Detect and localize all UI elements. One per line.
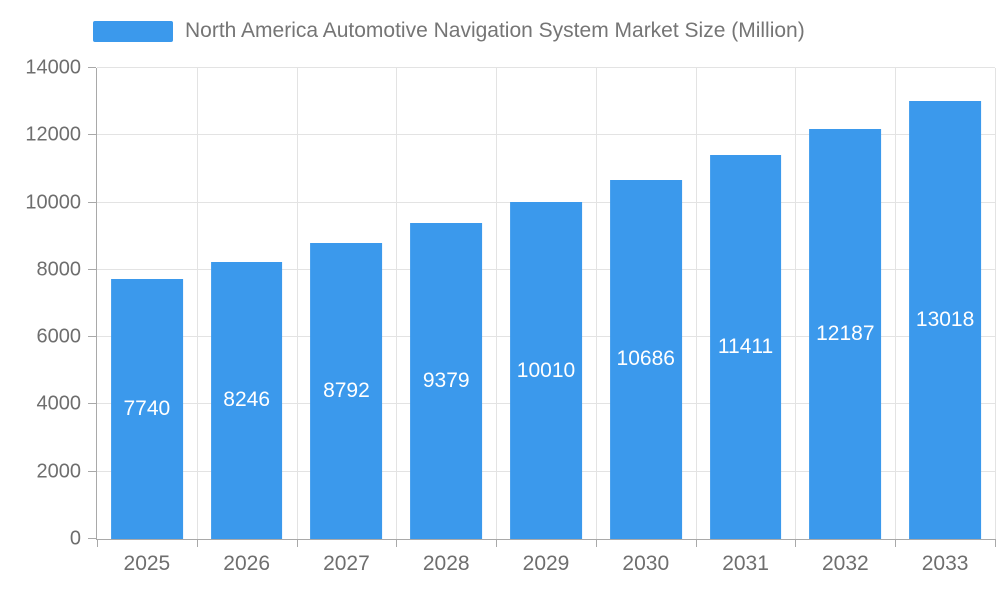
y-axis-tick — [88, 268, 96, 270]
horizontal-gridline — [97, 67, 995, 68]
x-axis-tick — [97, 539, 98, 547]
x-axis-category-label: 2033 — [921, 552, 969, 575]
legend-swatch-icon — [93, 20, 173, 42]
x-axis-category-label: 2026 — [223, 552, 271, 575]
bar-value-label: 8792 — [323, 379, 370, 403]
vertical-gridline — [196, 68, 198, 539]
x-axis-category-label: 2031 — [722, 552, 769, 575]
bar-2033[interactable]: 13018 — [909, 101, 982, 539]
vertical-gridline — [296, 68, 298, 539]
bar-2028[interactable]: 9379 — [410, 223, 483, 539]
legend-label: North America Automotive Navigation Syst… — [185, 19, 805, 42]
vertical-gridline — [396, 68, 398, 539]
x-axis-category-label: 2027 — [323, 552, 370, 575]
x-axis-category-label: 2025 — [123, 552, 171, 575]
y-axis-tick — [88, 403, 96, 405]
y-axis-tick-label: 0 — [69, 527, 81, 550]
x-axis-category-label: 2032 — [821, 552, 869, 575]
bar-2029[interactable]: 10010 — [510, 202, 582, 539]
x-axis-tick — [895, 539, 897, 547]
vertical-gridline — [595, 68, 597, 539]
bar-2030[interactable]: 10686 — [609, 179, 682, 539]
bar-value-label: 8246 — [223, 388, 271, 412]
x-axis-tick — [396, 539, 398, 547]
bar-value-label: 10686 — [616, 347, 675, 371]
y-axis-tick — [88, 336, 96, 338]
y-axis-tick-label: 4000 — [36, 392, 82, 415]
y-axis-tick-label: 14000 — [25, 56, 81, 79]
x-axis-tick — [695, 539, 697, 547]
y-axis-tick-label: 10000 — [25, 191, 81, 214]
horizontal-gridline — [97, 134, 995, 136]
x-axis-category-label: 2028 — [422, 552, 470, 575]
x-axis-line — [96, 539, 995, 540]
plot-area: 0 2000 4000 6000 8000 10000 12000 14000 7740 2025… — [25, 57, 996, 575]
y-axis-tick — [88, 67, 96, 68]
y-axis-tick-label: 6000 — [36, 325, 82, 348]
y-axis-tick-label: 12000 — [25, 123, 81, 146]
bar-value-label: 11411 — [717, 335, 774, 359]
bar-2032[interactable]: 12187 — [809, 129, 882, 539]
x-axis-tick — [196, 539, 198, 547]
bar-value-label: 9379 — [422, 369, 470, 393]
x-axis-tick — [595, 539, 597, 547]
x-axis-tick — [995, 539, 996, 547]
vertical-gridline — [895, 68, 897, 539]
y-axis-tick — [88, 538, 96, 539]
y-axis-tick-label: 2000 — [36, 460, 82, 483]
bar-value-label: 7740 — [123, 396, 171, 420]
legend[interactable]: North America Automotive Navigation Syst… — [93, 16, 805, 46]
x-axis-category-label: 2029 — [522, 552, 570, 575]
y-axis-line — [96, 68, 97, 539]
y-axis-tick-label: 8000 — [36, 258, 82, 281]
horizontal-gridline — [97, 201, 995, 203]
bar-value-label: 12187 — [816, 322, 875, 345]
bar-2025[interactable]: 7740 — [110, 278, 183, 539]
y-axis-tick — [88, 201, 96, 203]
bar-2027[interactable]: 8792 — [310, 243, 383, 539]
bar-value-label: 13018 — [915, 308, 975, 332]
y-axis-tick — [88, 134, 96, 136]
vertical-gridline — [995, 68, 996, 539]
bar-2031[interactable]: 11411 — [709, 155, 782, 539]
bar-2026[interactable]: 8246 — [210, 261, 283, 539]
vertical-gridline — [496, 68, 498, 539]
x-axis-tick — [296, 539, 298, 547]
vertical-gridline — [795, 68, 797, 539]
x-axis-category-label: 2030 — [622, 552, 670, 575]
bar-value-label: 10010 — [516, 358, 576, 382]
y-axis-tick — [88, 470, 96, 472]
x-axis-tick — [496, 539, 498, 547]
x-axis-tick — [795, 539, 797, 547]
vertical-gridline — [695, 68, 697, 539]
